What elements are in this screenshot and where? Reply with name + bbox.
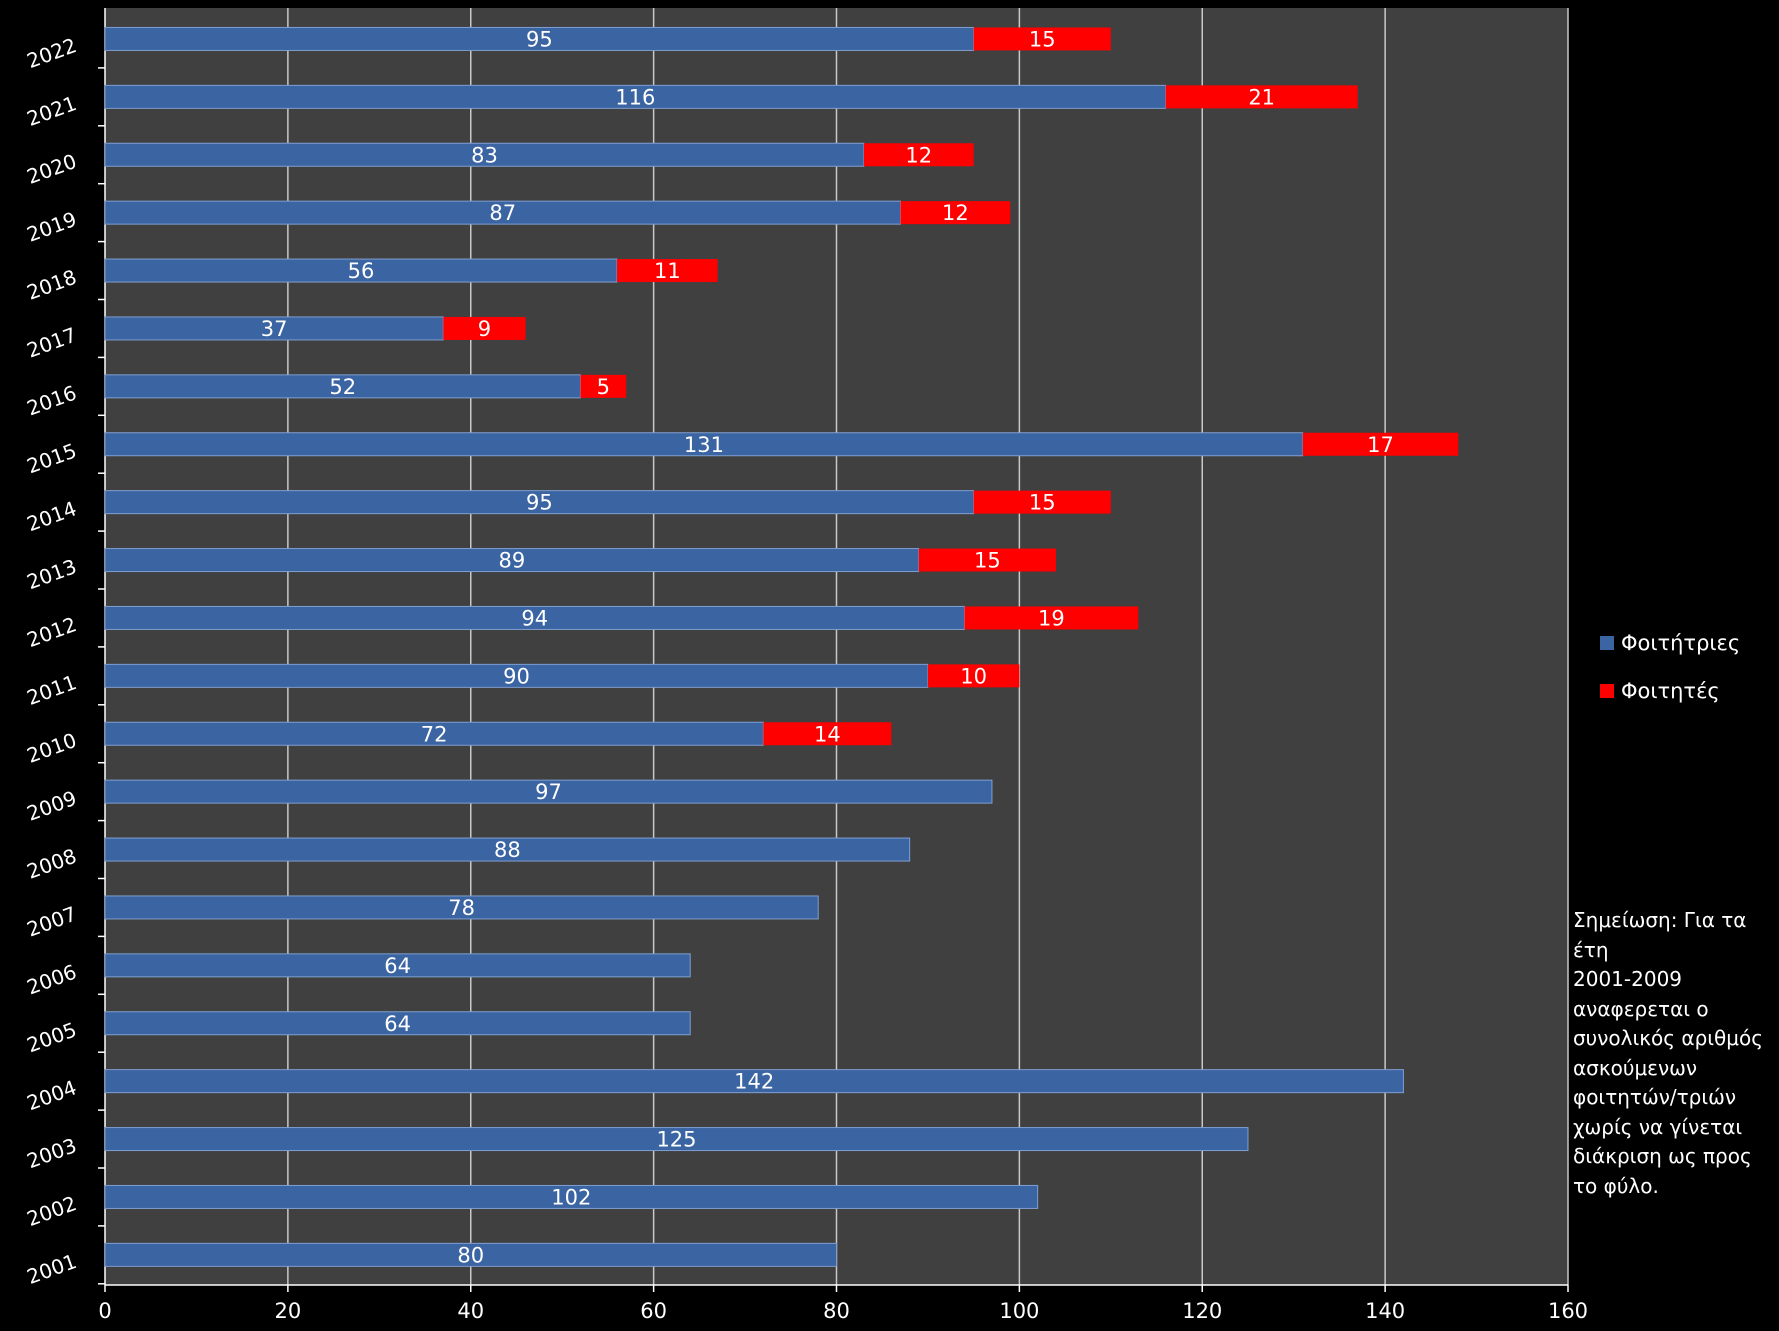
data-label-2015-series-0: 131 [684,433,724,457]
x-tick-label: 20 [275,1299,302,1323]
data-label-2011-series-0: 90 [503,664,530,688]
y-tick-label-2015: 2015 [24,438,80,478]
data-label-2016-series-0: 52 [329,375,356,399]
x-tick-label: 120 [1182,1299,1222,1323]
data-label-2015-series-1: 17 [1367,433,1394,457]
bar-2017-series-1 [443,316,526,340]
data-label-2019-series-1: 12 [942,201,969,225]
data-label-2020-series-1: 12 [905,143,932,167]
bar-2004-series-0 [104,1069,1404,1094]
data-label-2009-series-0: 97 [535,780,562,804]
y-tick-label-2010: 2010 [24,728,80,768]
bars [104,26,1459,1267]
data-label-2019-series-0: 87 [489,201,516,225]
legend: Φοιτήτριες Φοιτητές [1600,628,1740,724]
legend-swatch-series-1 [1600,684,1614,698]
x-tick-label: 160 [1548,1299,1588,1323]
bar-2008-series-0 [104,837,911,862]
x-tick-label: 0 [98,1299,111,1323]
bar-2019-series-1 [900,201,1011,225]
bar-2013-series-1 [918,548,1056,572]
bar-2001-series-0 [104,1242,837,1267]
data-label-2005-series-0: 64 [384,1012,411,1036]
y-tick-label-2013: 2013 [24,554,80,594]
legend-swatch-series-0 [1600,636,1614,650]
y-tick-label-2022: 2022 [24,33,80,73]
data-label-2011-series-1: 10 [960,664,987,688]
data-label-2022-series-0: 95 [526,27,553,51]
data-label-2021-series-1: 21 [1248,85,1275,109]
y-tick-label-2014: 2014 [24,496,80,536]
bar-2015-series-1 [1302,432,1459,456]
bar-2020-series-1 [863,143,974,167]
y-tick-label-2011: 2011 [24,670,80,710]
x-tick-label: 100 [999,1299,1039,1323]
x-tick-label: 40 [457,1299,484,1323]
bar-2009-series-0 [104,779,993,804]
y-tick-label-2021: 2021 [24,91,80,131]
data-label-2001-series-0: 80 [457,1243,484,1267]
y-tick-label-2005: 2005 [24,1017,80,1057]
bar-2007-series-0 [104,895,819,920]
data-label-2017-series-0: 37 [261,317,288,341]
data-label-2018-series-0: 56 [348,259,375,283]
data-label-2003-series-0: 125 [656,1128,696,1152]
data-label-2018-series-1: 11 [654,259,681,283]
y-tick-label-2002: 2002 [24,1191,80,1231]
y-tick-label-2007: 2007 [24,902,80,942]
data-label-2007-series-0: 78 [448,896,475,920]
bar-2006-series-0 [104,953,691,978]
chart-note: Σημείωση: Για τα έτη 2001-2009 αναφερετα… [1573,908,1763,1198]
legend-label-series-0: Φοιτήτριες [1621,631,1741,655]
y-tick-label-2018: 2018 [24,265,80,305]
y-tick-label-2017: 2017 [24,323,80,363]
bar-2016-series-1 [580,374,627,398]
legend-label-series-1: Φοιτητές [1621,679,1720,703]
data-label-2012-series-1: 19 [1038,606,1065,630]
data-label-2021-series-0: 116 [615,85,655,109]
data-label-2014-series-1: 15 [1029,491,1056,515]
y-tick-label-2003: 2003 [24,1133,80,1173]
bar-2022-series-1 [973,27,1111,51]
data-label-2010-series-1: 14 [814,722,841,746]
y-tick-label-2016: 2016 [24,380,80,420]
y-tick-label-2001: 2001 [24,1249,80,1289]
bar-2012-series-1 [964,606,1139,630]
y-tick-label-2004: 2004 [24,1075,80,1115]
bar-2011-series-1 [927,664,1020,688]
y-tick-label-2019: 2019 [24,207,80,247]
bar-2018-series-1 [617,259,718,283]
data-label-2010-series-0: 72 [421,722,448,746]
data-label-2013-series-0: 89 [499,549,526,573]
legend-item-series-1: Φοιτητές [1600,676,1740,706]
x-tick-label: 140 [1365,1299,1405,1323]
data-label-2016-series-1: 5 [597,375,610,399]
data-label-2012-series-0: 94 [521,606,548,630]
bar-2003-series-0 [104,1127,1249,1152]
bar-2005-series-0 [104,1011,691,1036]
bar-2002-series-0 [104,1184,1039,1209]
x-tick-label: 80 [823,1299,850,1323]
legend-item-series-0: Φοιτήτριες [1600,628,1740,658]
y-tick-label-2020: 2020 [24,149,80,189]
y-tick-label-2008: 2008 [24,844,80,884]
y-tick-label-2012: 2012 [24,612,80,652]
bar-2014-series-1 [973,490,1111,514]
y-tick-label-2006: 2006 [24,959,80,999]
data-label-2022-series-1: 15 [1029,27,1056,51]
x-tick-label: 60 [640,1299,667,1323]
data-label-2013-series-1: 15 [974,549,1001,573]
data-label-2006-series-0: 64 [384,954,411,978]
bar-2021-series-1 [1165,85,1358,109]
data-label-2017-series-1: 9 [478,317,491,341]
data-label-2020-series-0: 83 [471,143,498,167]
data-label-2008-series-0: 88 [494,838,521,862]
y-tick-label-2009: 2009 [24,786,80,826]
data-label-2004-series-0: 142 [734,1070,774,1094]
data-label-2014-series-0: 95 [526,491,553,515]
data-label-2002-series-0: 102 [551,1185,591,1209]
bar-2010-series-1 [763,722,892,746]
